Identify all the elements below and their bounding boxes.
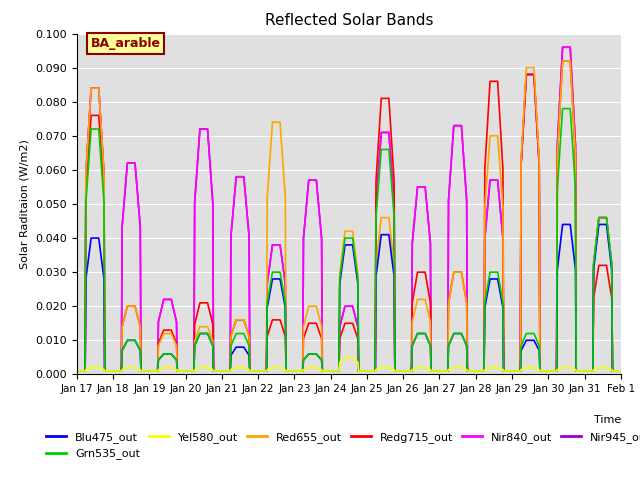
Redg715_out bbox=[463, 300, 470, 306]
Redg715_out bbox=[363, 368, 371, 374]
Redg715_out bbox=[545, 368, 552, 374]
Grn535_out bbox=[617, 368, 625, 374]
Redg715_out bbox=[617, 368, 625, 374]
Nir945_out bbox=[580, 368, 588, 374]
Red655_out bbox=[200, 324, 207, 330]
Blu475_out bbox=[559, 222, 566, 228]
Y-axis label: Solar Raditaion (W/m2): Solar Raditaion (W/m2) bbox=[20, 139, 30, 269]
Grn535_out bbox=[73, 368, 81, 374]
Nir840_out bbox=[545, 368, 552, 374]
Nir945_out bbox=[200, 126, 207, 132]
Line: Nir840_out: Nir840_out bbox=[77, 47, 621, 371]
Nir840_out bbox=[363, 368, 371, 374]
Blu475_out bbox=[580, 368, 588, 374]
Yel580_out bbox=[363, 368, 371, 374]
Red655_out bbox=[463, 300, 470, 306]
Nir945_out bbox=[617, 368, 625, 374]
Nir945_out bbox=[463, 197, 470, 203]
Grn535_out bbox=[200, 331, 207, 336]
Yel580_out bbox=[463, 368, 471, 374]
Yel580_out bbox=[580, 368, 588, 374]
Nir945_out bbox=[363, 368, 371, 374]
Nir840_out bbox=[381, 130, 389, 135]
Nir945_out bbox=[381, 130, 389, 135]
Nir840_out bbox=[73, 368, 81, 374]
Line: Red655_out: Red655_out bbox=[77, 61, 621, 371]
Line: Blu475_out: Blu475_out bbox=[77, 225, 621, 371]
Grn535_out bbox=[381, 146, 389, 152]
Text: BA_arable: BA_arable bbox=[90, 37, 161, 50]
Yel580_out bbox=[200, 365, 207, 371]
Nir840_out bbox=[580, 368, 588, 374]
Red655_out bbox=[617, 368, 625, 374]
Redg715_out bbox=[559, 58, 566, 64]
Blu475_out bbox=[545, 368, 552, 374]
Grn535_out bbox=[559, 106, 566, 111]
Grn535_out bbox=[580, 368, 588, 374]
Line: Yel580_out: Yel580_out bbox=[77, 357, 621, 371]
Blu475_out bbox=[200, 331, 207, 336]
Yel580_out bbox=[617, 368, 625, 374]
Red655_out bbox=[363, 368, 371, 374]
Blu475_out bbox=[73, 368, 81, 374]
Redg715_out bbox=[200, 300, 207, 306]
Blu475_out bbox=[617, 368, 625, 374]
Red655_out bbox=[580, 368, 588, 374]
Legend: Blu475_out, Grn535_out, Yel580_out, Red655_out, Redg715_out, Nir840_out, Nir945_: Blu475_out, Grn535_out, Yel580_out, Red6… bbox=[42, 428, 640, 464]
Nir945_out bbox=[559, 44, 566, 50]
Yel580_out bbox=[73, 368, 81, 374]
Grn535_out bbox=[545, 368, 552, 374]
Line: Nir945_out: Nir945_out bbox=[77, 47, 621, 371]
Nir945_out bbox=[545, 368, 552, 374]
Title: Reflected Solar Bands: Reflected Solar Bands bbox=[264, 13, 433, 28]
Grn535_out bbox=[463, 343, 470, 348]
Line: Redg715_out: Redg715_out bbox=[77, 61, 621, 371]
Text: Time: Time bbox=[593, 415, 621, 425]
Blu475_out bbox=[363, 368, 371, 374]
Blu475_out bbox=[381, 232, 389, 238]
Red655_out bbox=[545, 368, 552, 374]
Redg715_out bbox=[73, 368, 81, 374]
Redg715_out bbox=[580, 368, 588, 374]
Red655_out bbox=[73, 368, 81, 374]
Yel580_out bbox=[545, 368, 552, 374]
Yel580_out bbox=[341, 354, 349, 360]
Nir840_out bbox=[559, 44, 566, 50]
Nir945_out bbox=[73, 368, 81, 374]
Nir840_out bbox=[200, 126, 207, 132]
Redg715_out bbox=[381, 96, 389, 101]
Red655_out bbox=[559, 58, 566, 64]
Yel580_out bbox=[385, 365, 393, 371]
Nir840_out bbox=[617, 368, 625, 374]
Line: Grn535_out: Grn535_out bbox=[77, 108, 621, 371]
Nir840_out bbox=[463, 197, 470, 203]
Blu475_out bbox=[463, 343, 470, 348]
Grn535_out bbox=[363, 368, 371, 374]
Red655_out bbox=[381, 215, 389, 220]
